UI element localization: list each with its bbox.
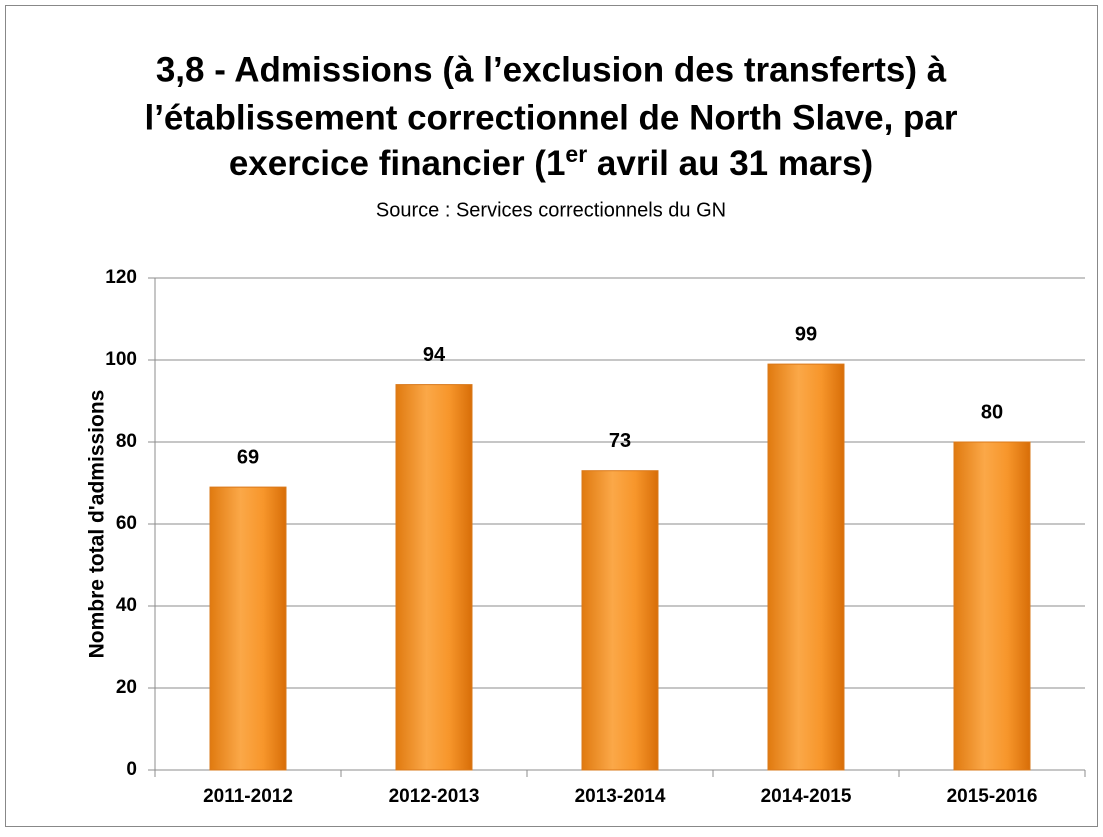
bar [767, 363, 845, 771]
y-axis-label: Nombre total d'admissions [86, 390, 109, 659]
y-tick-label: 120 [105, 267, 137, 288]
x-tick-label: 2013-2014 [575, 786, 666, 807]
bar [581, 470, 659, 771]
y-tick-label: 0 [126, 759, 137, 780]
value-label: 73 [609, 430, 631, 452]
y-tick-label: 20 [116, 677, 137, 698]
x-tick-label: 2012-2013 [389, 786, 480, 807]
chart-subtitle: Source : Services correctionnels du GN [376, 199, 726, 221]
chart-title: 3,8 - Admissions (à l’exclusion des tran… [156, 50, 947, 89]
value-label: 94 [423, 344, 446, 366]
y-tick-label: 40 [116, 595, 137, 616]
x-tick-label: 2014-2015 [761, 786, 852, 807]
value-label: 99 [795, 323, 817, 345]
bar [953, 441, 1031, 771]
chart-border [5, 5, 1098, 827]
x-tick-label: 2011-2012 [203, 786, 293, 807]
y-tick-label: 80 [116, 431, 137, 452]
y-tick-label: 100 [105, 349, 137, 370]
value-label: 69 [237, 446, 259, 468]
bar [395, 384, 473, 771]
bar [209, 486, 287, 771]
chart-title: exercice financier (1 [229, 144, 566, 183]
chart-title: avril au 31 mars) [587, 144, 873, 183]
chart-title-superscript: er [565, 141, 587, 167]
chart-title: exercice financier (1er avril au 31 mars… [229, 141, 873, 183]
x-tick-label: 2015-2016 [947, 786, 1038, 807]
chart-title: l’établissement correctionnel de North S… [144, 98, 957, 137]
value-label: 80 [981, 401, 1003, 423]
y-tick-label: 60 [116, 513, 137, 534]
